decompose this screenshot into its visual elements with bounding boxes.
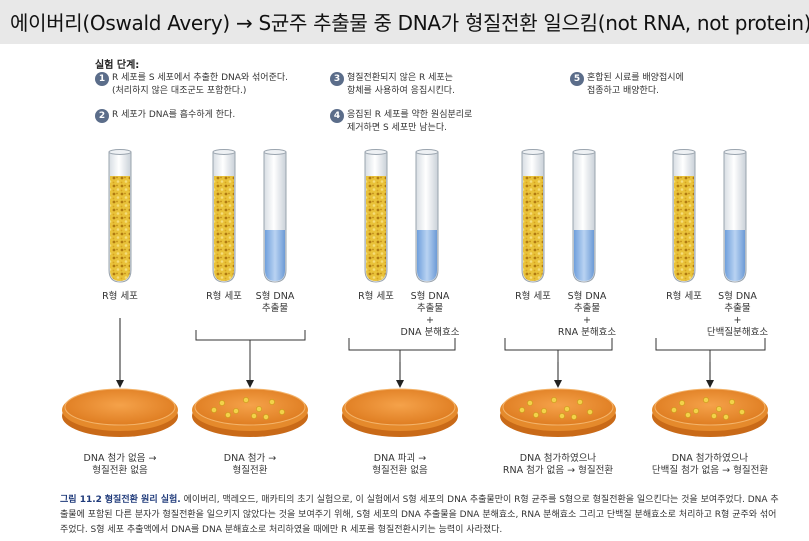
- petri-dish-colonies: [499, 388, 617, 438]
- step-text: 제거하면 S 세포만 남는다.: [347, 123, 447, 133]
- result-label: DNA 첨가 없음 → 형질전환 없음: [83, 453, 157, 476]
- caption-heading: 형질전환 원리 실험.: [104, 495, 181, 505]
- test-tube-r-cells: [108, 149, 132, 283]
- label-r-cells: R형 세포: [102, 291, 138, 302]
- test-tube-r-cells: [521, 149, 545, 283]
- label-r-cells: R형 세포: [666, 291, 702, 302]
- test-tube-s-dna: [723, 149, 747, 283]
- test-tube-s-dna: [415, 149, 439, 283]
- petri-dish-colonies: [191, 388, 309, 438]
- step-text: R 세포가 DNA를 흡수하게 한다.: [112, 110, 236, 120]
- step-number: 1: [95, 72, 109, 86]
- label-r-cells: R형 세포: [358, 291, 394, 302]
- step-number: 5: [570, 72, 584, 86]
- bracket: [195, 330, 306, 360]
- step-text: R 세포를 S 세포에서 추출한 DNA와 섞어준다.: [112, 73, 289, 83]
- step-text: 혼합된 시료를 배양접시에: [587, 73, 684, 83]
- test-tube-r-cells: [672, 149, 696, 283]
- result-label: DNA 첨가 → 형질전환: [223, 453, 277, 476]
- label-s-dna-dnase: S형 DNA 추출물 + DNA 분해효소: [400, 291, 460, 338]
- petri-dish-colonies: [651, 388, 769, 438]
- test-tube-s-dna: [263, 149, 287, 283]
- result-label: DNA 첨가하였으나 단백질 첨가 없음 → 형질전환: [651, 453, 769, 476]
- result-label: DNA 파괴 → 형질전환 없음: [372, 453, 428, 476]
- test-tube-r-cells: [364, 149, 388, 283]
- label-s-dna: S형 DNA 추출물: [255, 291, 295, 314]
- bracket: [348, 338, 456, 362]
- petri-dish-no-colonies: [61, 388, 179, 438]
- bracket: [504, 338, 613, 362]
- step-text: 접종하고 배양한다.: [587, 86, 659, 96]
- page-title: 에이버리(Oswald Avery) → S균주 추출물 중 DNA가 형질전환…: [10, 11, 809, 35]
- test-tube-s-dna: [572, 149, 596, 283]
- step-text: 항체를 사용하여 응집시킨다.: [347, 86, 455, 96]
- step-number: 2: [95, 109, 109, 123]
- caption-body: 에이버리, 맥레오드, 매카티의 초기 실험으로, 이 실험에서 S형 세포의 …: [60, 495, 779, 535]
- petri-dish-no-colonies: [341, 388, 459, 438]
- step-text: 응집된 R 세포를 약한 원심분리로: [347, 110, 473, 120]
- figure-caption: 그림 11.2 형질전환 원리 실험. 에이버리, 맥레오드, 매카티의 초기 …: [60, 493, 780, 538]
- test-tube-r-cells: [212, 149, 236, 283]
- step-number: 4: [330, 109, 344, 123]
- step-number: 3: [330, 72, 344, 86]
- bracket: [655, 338, 766, 362]
- title-bar: 에이버리(Oswald Avery) → S균주 추출물 중 DNA가 형질전환…: [0, 0, 809, 44]
- label-s-dna-protease: S형 DNA 추출물 + 단백질분해효소: [706, 291, 769, 338]
- step-text: (처리하지 않은 대조군도 포함한다.): [112, 86, 247, 96]
- result-label: DNA 첨가하였으나 RNA 첨가 없음 → 형질전환: [502, 453, 614, 476]
- label-r-cells: R형 세포: [515, 291, 551, 302]
- steps-heading: 실험 단계:: [95, 60, 140, 71]
- step-text: 형질전환되지 않은 R 세포는: [347, 73, 453, 83]
- label-s-dna-rnase: S형 DNA 추출물 + RNA 분해효소: [557, 291, 617, 338]
- label-r-cells: R형 세포: [206, 291, 242, 302]
- caption-label: 그림 11.2: [60, 495, 102, 505]
